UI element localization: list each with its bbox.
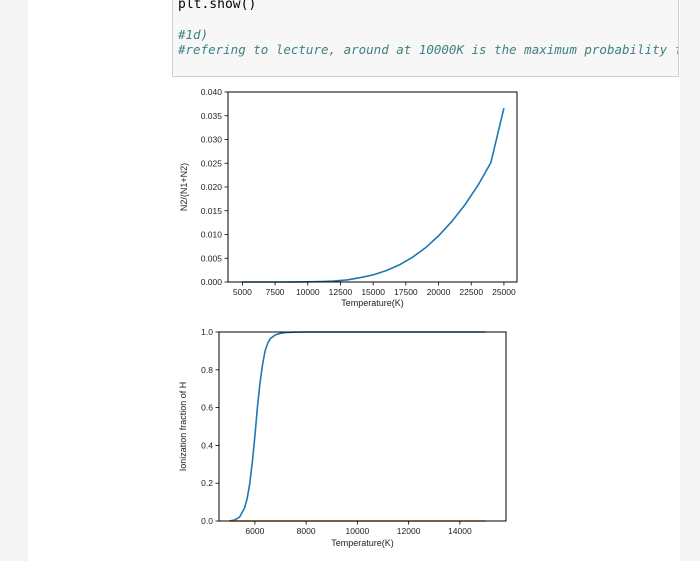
- y-axis-label: Ionization fraction of H: [178, 382, 188, 472]
- y-tick-label: 0.000: [201, 277, 223, 287]
- x-tick-label: 17500: [394, 287, 418, 297]
- y-tick-label: 0.030: [201, 135, 223, 145]
- y-tick-label: 0.025: [201, 158, 223, 168]
- x-tick-label: 5000: [233, 287, 252, 297]
- x-tick-label: 15000: [361, 287, 385, 297]
- x-tick-label: 7500: [266, 287, 285, 297]
- plot-frame: [218, 331, 507, 522]
- y-axis-label: N2/(N1+N2): [179, 163, 189, 211]
- x-tick-label: 22500: [459, 287, 483, 297]
- x-axis-label: Temperature(K): [341, 298, 404, 308]
- x-tick-label: 12500: [329, 287, 353, 297]
- series-line-0: [229, 331, 486, 522]
- chart-excitation-ratio: 5000 7500 10000 12500 15000 17500 20000 22500 25…: [179, 87, 518, 308]
- x-tick-label: 6000: [245, 526, 264, 536]
- y-tick-label: 0.0: [201, 516, 213, 526]
- x-tick-label: 10000: [346, 526, 370, 536]
- x-axis-label: Temperature(K): [331, 538, 394, 548]
- y-tick-label: 0.8: [201, 365, 213, 375]
- y-tick-label: 0.040: [201, 87, 223, 97]
- y-tick-label: 0.2: [201, 478, 213, 488]
- plot-frame: [227, 91, 518, 283]
- code-cell[interactable]: plt.show() #1d) #refering to lecture, ar…: [172, 0, 679, 77]
- code-line-plt-show: plt.show(): [178, 0, 257, 12]
- code-comment-lecture: #refering to lecture, around at 10000K i…: [178, 42, 679, 57]
- chart-ionization-fraction: 6000 8000 10000 12000 14000 0.0 0.2 0.4 0.6 0.8 1.…: [178, 327, 507, 548]
- x-tick-label: 20000: [427, 287, 451, 297]
- notebook-page: [28, 0, 680, 561]
- y-tick-label: 0.6: [201, 403, 213, 413]
- y-tick-label: 0.005: [201, 253, 223, 263]
- y-tick-label: 0.015: [201, 206, 223, 216]
- y-tick-label: 0.035: [201, 111, 223, 121]
- x-tick-label: 10000: [296, 287, 320, 297]
- x-tick-label: 14000: [448, 526, 472, 536]
- x-tick-label: 25000: [492, 287, 516, 297]
- y-tick-label: 0.4: [201, 440, 213, 450]
- x-tick-label: 12000: [397, 526, 421, 536]
- y-tick-label: 1.0: [201, 327, 213, 337]
- x-tick-label: 8000: [297, 526, 316, 536]
- series-line-0: [242, 108, 505, 283]
- y-tick-label: 0.010: [201, 230, 223, 240]
- y-tick-label: 0.020: [201, 182, 223, 192]
- code-comment-1d: #1d): [178, 27, 209, 42]
